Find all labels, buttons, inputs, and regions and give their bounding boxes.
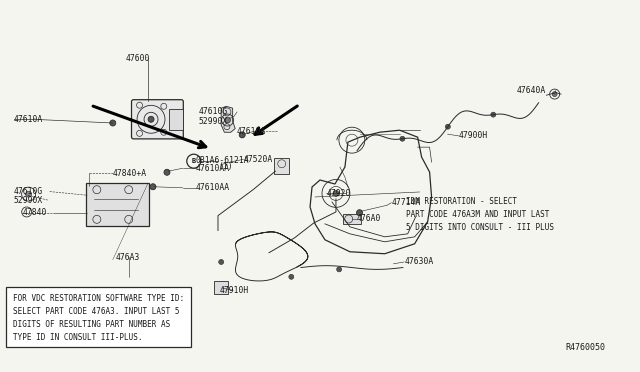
- Text: 47610A: 47610A: [14, 115, 43, 124]
- Circle shape: [337, 267, 342, 272]
- Text: 47600: 47600: [125, 54, 150, 62]
- Text: 47610AA: 47610AA: [196, 164, 230, 173]
- Text: 476A3: 476A3: [116, 253, 140, 262]
- Text: 47840+A: 47840+A: [113, 169, 147, 177]
- FancyBboxPatch shape: [86, 183, 149, 226]
- Circle shape: [26, 191, 31, 197]
- Text: 47610AA: 47610AA: [196, 183, 230, 192]
- FancyBboxPatch shape: [275, 158, 289, 174]
- Circle shape: [400, 136, 405, 141]
- Circle shape: [445, 124, 451, 129]
- Text: 52990X: 52990X: [14, 196, 43, 205]
- Polygon shape: [221, 106, 235, 132]
- Text: 0B1A6-6121A: 0B1A6-6121A: [196, 155, 250, 164]
- Circle shape: [164, 169, 170, 175]
- FancyBboxPatch shape: [6, 287, 191, 347]
- Text: FOR VDC RESTORATION SOFTWARE TYPE ID:
SELECT PART CODE 476A3. INPUT LAST 5
DIGIT: FOR VDC RESTORATION SOFTWARE TYPE ID: SE…: [13, 294, 184, 341]
- Circle shape: [219, 260, 223, 264]
- Text: 47630A: 47630A: [404, 257, 433, 266]
- Circle shape: [289, 274, 294, 279]
- Text: 47610G: 47610G: [14, 187, 43, 196]
- Text: B: B: [191, 158, 196, 164]
- Text: R4760050: R4760050: [566, 343, 605, 352]
- FancyBboxPatch shape: [131, 100, 183, 139]
- Text: 47610A: 47610A: [237, 126, 266, 136]
- Text: 47714A: 47714A: [392, 198, 420, 207]
- Circle shape: [491, 112, 496, 117]
- Text: 52990X: 52990X: [199, 117, 228, 126]
- Text: 476A0: 476A0: [357, 214, 381, 223]
- Circle shape: [148, 116, 154, 122]
- Circle shape: [356, 210, 362, 216]
- Text: 47610G: 47610G: [199, 108, 228, 116]
- FancyBboxPatch shape: [343, 214, 361, 224]
- Circle shape: [225, 117, 230, 123]
- Circle shape: [150, 184, 156, 190]
- Text: 47920: 47920: [326, 189, 351, 198]
- FancyBboxPatch shape: [169, 109, 182, 129]
- Circle shape: [110, 120, 116, 126]
- Circle shape: [333, 190, 339, 196]
- Text: 47640A: 47640A: [516, 86, 546, 95]
- Circle shape: [552, 92, 557, 97]
- Text: (1): (1): [218, 162, 232, 171]
- Text: 47900H: 47900H: [459, 131, 488, 141]
- Text: 47520A: 47520A: [243, 155, 273, 164]
- Text: IDM RESTORATION - SELECT
PART CODE 476A3M AND INPUT LAST
5 DIGITS INTO CONSULT -: IDM RESTORATION - SELECT PART CODE 476A3…: [406, 197, 554, 232]
- FancyBboxPatch shape: [214, 280, 228, 294]
- Text: 47840: 47840: [22, 208, 47, 217]
- Text: 47910H: 47910H: [220, 286, 248, 295]
- Circle shape: [239, 132, 245, 138]
